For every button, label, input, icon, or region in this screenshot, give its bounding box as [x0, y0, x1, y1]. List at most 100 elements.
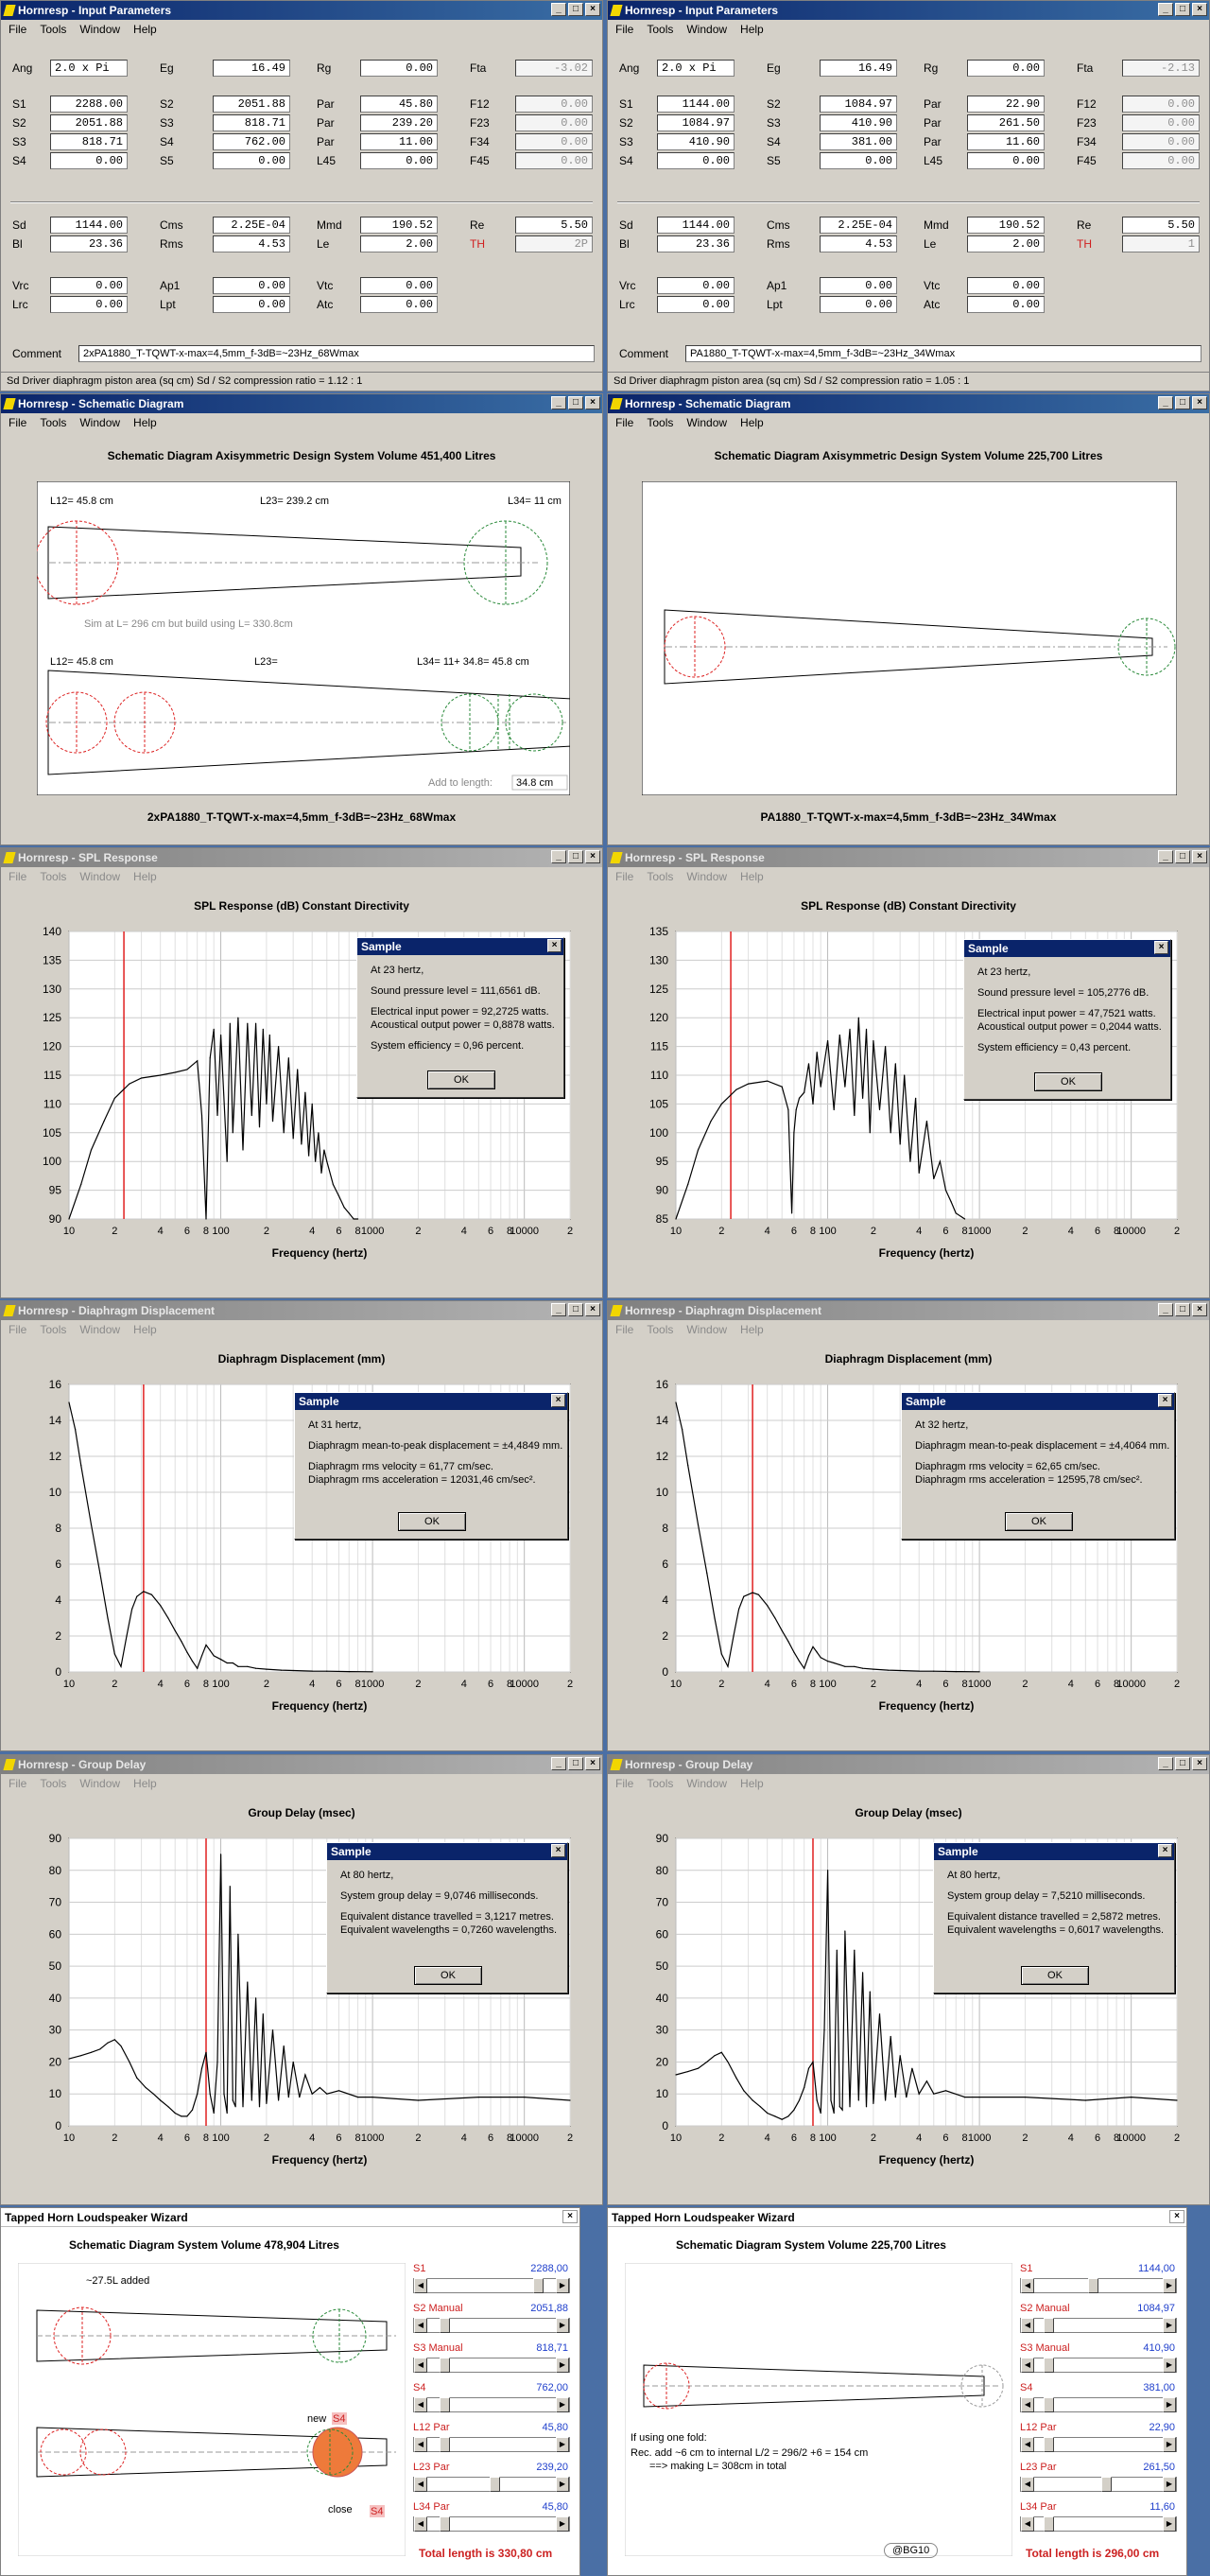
wizard-param-slider[interactable]: ◀ ▶: [413, 2516, 570, 2532]
maximize-button[interactable]: □: [1175, 1303, 1190, 1316]
slider-right-arrow-icon[interactable]: ▶: [1163, 2278, 1176, 2293]
param-field-l45[interactable]: 0.00: [360, 152, 438, 169]
close-button[interactable]: ×: [1192, 3, 1207, 16]
param-field-atc[interactable]: 0.00: [967, 296, 1045, 313]
param-field-s2[interactable]: 2051.88: [213, 96, 290, 113]
close-button[interactable]: ×: [1192, 850, 1207, 863]
param-field-cms[interactable]: 2.25E-04: [213, 217, 290, 234]
slider-right-arrow-icon[interactable]: ▶: [1163, 2358, 1176, 2373]
param-field-f12[interactable]: 0.00: [1122, 96, 1200, 113]
param-field-f34[interactable]: 0.00: [515, 133, 593, 150]
param-field-s2[interactable]: 1084.97: [657, 114, 735, 131]
param-field-f45[interactable]: 0.00: [515, 152, 593, 169]
param-field-rg[interactable]: 0.00: [967, 60, 1045, 77]
menu-file[interactable]: File: [615, 416, 634, 429]
minimize-button[interactable]: _: [1158, 3, 1173, 16]
slider-thumb[interactable]: [439, 2397, 450, 2412]
param-field-eg[interactable]: 16.49: [213, 60, 290, 77]
slider-right-arrow-icon[interactable]: ▶: [1163, 2477, 1176, 2492]
maximize-button[interactable]: □: [1175, 396, 1190, 409]
wizard-param-slider[interactable]: ◀ ▶: [1020, 2318, 1177, 2333]
minimize-button[interactable]: _: [1158, 1757, 1173, 1770]
param-field-l45[interactable]: 0.00: [967, 152, 1045, 169]
slider-thumb[interactable]: [1044, 2358, 1055, 2373]
param-field-rms[interactable]: 4.53: [820, 235, 897, 252]
slider-left-arrow-icon[interactable]: ◀: [414, 2318, 427, 2333]
param-field-sd[interactable]: 1144.00: [657, 217, 735, 234]
param-field-le[interactable]: 2.00: [967, 235, 1045, 252]
param-field-lrc[interactable]: 0.00: [657, 296, 735, 313]
title-bar[interactable]: Tapped Horn Loudspeaker Wizard ×: [608, 2208, 1186, 2227]
menu-tools[interactable]: Tools: [647, 23, 674, 36]
wizard-param-slider[interactable]: ◀ ▶: [413, 2278, 570, 2293]
wizard-param-slider[interactable]: ◀ ▶: [413, 2358, 570, 2373]
wizard-param-slider[interactable]: ◀ ▶: [1020, 2358, 1177, 2373]
slider-left-arrow-icon[interactable]: ◀: [414, 2278, 427, 2293]
menu-file[interactable]: File: [9, 416, 27, 429]
param-field-bl[interactable]: 23.36: [657, 235, 735, 252]
dialog-ok-button[interactable]: OK: [427, 1070, 495, 1089]
param-field-ap1[interactable]: 0.00: [820, 277, 897, 294]
title-bar[interactable]: Hornresp - Schematic Diagram _ □ ×: [608, 394, 1209, 413]
close-button[interactable]: ×: [562, 2210, 578, 2223]
maximize-button[interactable]: □: [568, 1757, 583, 1770]
title-bar[interactable]: Hornresp - Group Delay _ □ ×: [608, 1755, 1209, 1774]
dialog-title-bar[interactable]: Sample ×: [964, 940, 1170, 957]
param-field-vtc[interactable]: 0.00: [967, 277, 1045, 294]
param-field-mmd[interactable]: 190.52: [360, 217, 438, 234]
param-field-s3[interactable]: 410.90: [820, 114, 897, 131]
menu-file[interactable]: File: [9, 23, 27, 36]
dialog-close-icon[interactable]: ×: [547, 939, 562, 952]
menu-help[interactable]: Help: [740, 416, 764, 429]
minimize-button[interactable]: _: [551, 1303, 566, 1316]
param-field-s2[interactable]: 2051.88: [50, 114, 128, 131]
dialog-ok-button[interactable]: OK: [1034, 1072, 1102, 1091]
menu-file[interactable]: File: [9, 870, 27, 883]
param-field-s2[interactable]: 1084.97: [820, 96, 897, 113]
param-field-par[interactable]: 239.20: [360, 114, 438, 131]
dialog-close-icon[interactable]: ×: [1158, 1394, 1172, 1407]
param-field-vrc[interactable]: 0.00: [50, 277, 128, 294]
menu-window[interactable]: Window: [686, 416, 728, 429]
slider-thumb[interactable]: [439, 2358, 450, 2373]
slider-thumb[interactable]: [439, 2318, 450, 2333]
param-field-fta[interactable]: -3.02: [515, 60, 593, 77]
param-field-s4[interactable]: 381.00: [820, 133, 897, 150]
slider-right-arrow-icon[interactable]: ▶: [1163, 2516, 1176, 2532]
minimize-button[interactable]: _: [1158, 850, 1173, 863]
param-field-s4[interactable]: 0.00: [657, 152, 735, 169]
param-field-le[interactable]: 2.00: [360, 235, 438, 252]
dialog-ok-button[interactable]: OK: [398, 1512, 466, 1531]
param-field-par[interactable]: 11.00: [360, 133, 438, 150]
param-field-s3[interactable]: 410.90: [657, 133, 735, 150]
param-field-par[interactable]: 45.80: [360, 96, 438, 113]
title-bar[interactable]: Hornresp - Schematic Diagram _ □ ×: [1, 394, 602, 413]
param-field-s1[interactable]: 1144.00: [657, 96, 735, 113]
param-field-ap1[interactable]: 0.00: [213, 277, 290, 294]
menu-tools[interactable]: Tools: [40, 1323, 67, 1336]
param-field-vtc[interactable]: 0.00: [360, 277, 438, 294]
menu-tools[interactable]: Tools: [40, 1777, 67, 1790]
slider-left-arrow-icon[interactable]: ◀: [1021, 2437, 1034, 2452]
close-button[interactable]: ×: [585, 3, 600, 16]
maximize-button[interactable]: □: [568, 396, 583, 409]
param-field-f12[interactable]: 0.00: [515, 96, 593, 113]
slider-left-arrow-icon[interactable]: ◀: [414, 2397, 427, 2412]
param-field-rms[interactable]: 4.53: [213, 235, 290, 252]
slider-thumb[interactable]: [490, 2477, 501, 2492]
wizard-param-slider[interactable]: ◀ ▶: [413, 2318, 570, 2333]
menu-help[interactable]: Help: [133, 1777, 157, 1790]
menu-tools[interactable]: Tools: [40, 870, 67, 883]
param-field-s5[interactable]: 0.00: [213, 152, 290, 169]
menu-window[interactable]: Window: [686, 870, 728, 883]
wizard-param-slider[interactable]: ◀ ▶: [1020, 2516, 1177, 2532]
dialog-title-bar[interactable]: Sample ×: [934, 1843, 1174, 1860]
slider-thumb[interactable]: [1101, 2477, 1113, 2492]
title-bar[interactable]: Hornresp - SPL Response _ □ ×: [1, 848, 602, 867]
dialog-ok-button[interactable]: OK: [414, 1966, 482, 1985]
param-field-eg[interactable]: 16.49: [820, 60, 897, 77]
param-field-ang[interactable]: 2.0 x Pi: [50, 60, 128, 77]
param-field-re[interactable]: 5.50: [515, 217, 593, 234]
menu-window[interactable]: Window: [79, 1777, 121, 1790]
param-field-par[interactable]: 11.60: [967, 133, 1045, 150]
